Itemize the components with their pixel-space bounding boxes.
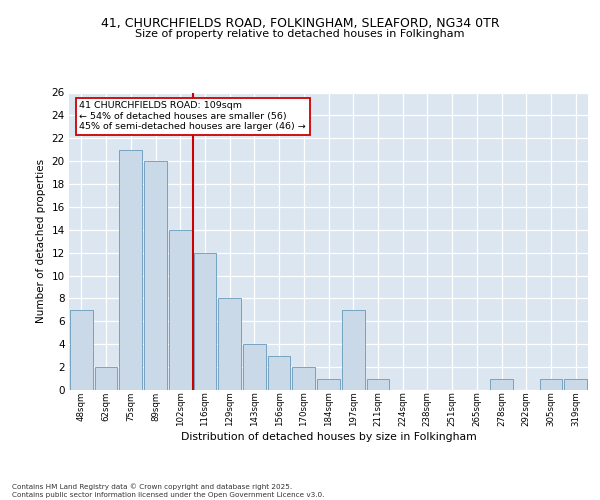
Bar — [169, 230, 191, 390]
Bar — [70, 310, 93, 390]
Bar — [243, 344, 266, 390]
Bar — [564, 378, 587, 390]
Text: Size of property relative to detached houses in Folkingham: Size of property relative to detached ho… — [135, 29, 465, 39]
Bar — [292, 367, 315, 390]
Bar — [317, 378, 340, 390]
Bar — [194, 252, 216, 390]
Text: Contains HM Land Registry data © Crown copyright and database right 2025.
Contai: Contains HM Land Registry data © Crown c… — [12, 484, 325, 498]
Text: 41, CHURCHFIELDS ROAD, FOLKINGHAM, SLEAFORD, NG34 0TR: 41, CHURCHFIELDS ROAD, FOLKINGHAM, SLEAF… — [101, 18, 499, 30]
Bar — [367, 378, 389, 390]
Bar — [490, 378, 513, 390]
Bar — [342, 310, 365, 390]
Bar — [218, 298, 241, 390]
Bar — [119, 150, 142, 390]
Bar — [539, 378, 562, 390]
Bar — [95, 367, 118, 390]
X-axis label: Distribution of detached houses by size in Folkingham: Distribution of detached houses by size … — [181, 432, 476, 442]
Bar — [268, 356, 290, 390]
Text: 41 CHURCHFIELDS ROAD: 109sqm
← 54% of detached houses are smaller (56)
45% of se: 41 CHURCHFIELDS ROAD: 109sqm ← 54% of de… — [79, 102, 306, 131]
Bar — [144, 161, 167, 390]
Y-axis label: Number of detached properties: Number of detached properties — [36, 159, 46, 324]
